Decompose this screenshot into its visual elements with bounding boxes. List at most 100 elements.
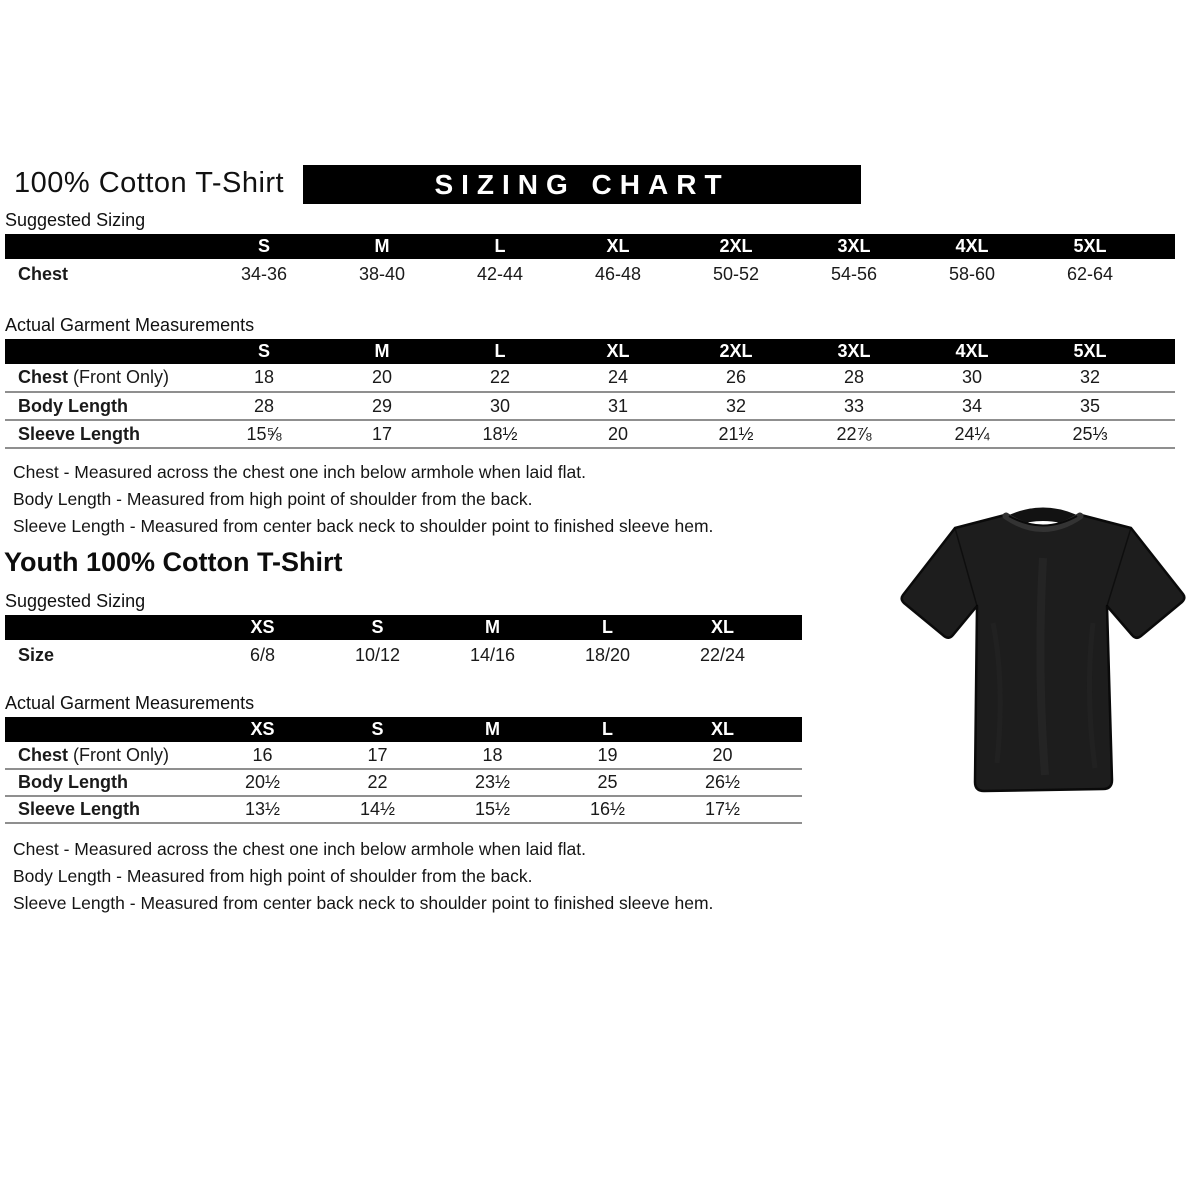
measurement-cell: 21½: [677, 420, 795, 449]
table-header-row: S M L XL 2XL 3XL 4XL 5XL: [5, 234, 1175, 259]
row-filler: [780, 742, 802, 770]
column-header-xl: XL: [559, 339, 677, 364]
measurement-cell: 32: [1031, 364, 1149, 393]
section-label-youth-suggested-sizing: Suggested Sizing: [5, 591, 800, 617]
table-row: Chest 34-36 38-40 42-44 46-48 50-52 54-56 58-60…: [5, 259, 1175, 290]
column-header-2xl: 2XL: [677, 339, 795, 364]
measurement-cell: 22: [441, 364, 559, 393]
measurement-cell: 20½: [205, 769, 320, 797]
measurement-cell: 17: [320, 742, 435, 770]
measurement-cell: 26½: [665, 769, 780, 797]
measurement-cell: 10/12: [354, 645, 401, 665]
row-label: Sleeve Length: [5, 420, 205, 449]
column-header-l: L: [550, 615, 665, 640]
row-label: Chest (Front Only): [5, 742, 205, 770]
row-label: Chest: [18, 264, 69, 284]
measurement-cell: 18: [205, 364, 323, 393]
row-filler: [780, 769, 802, 797]
section-label-adult-suggested-sizing: Suggested Sizing: [5, 210, 1173, 236]
measurement-cell: 22/24: [699, 645, 746, 665]
note-line: Body Length - Measured from high point o…: [13, 489, 533, 509]
column-header-m: M: [435, 615, 550, 640]
row-filler: [780, 640, 802, 671]
tshirt-fold-highlight: [1036, 557, 1049, 776]
note-line: Chest - Measured across the chest one in…: [13, 462, 586, 482]
measurement-cell: 16: [205, 742, 320, 770]
measurement-cell: 34-36: [240, 264, 288, 284]
sizing-chart-banner-label: SIZING CHART: [434, 168, 730, 200]
column-header-xs: XS: [205, 717, 320, 742]
measurement-cell: 19: [550, 742, 665, 770]
table-row: Chest (Front Only) 18 20 22 24 26 28 30 32: [5, 364, 1175, 393]
measurement-cell: 24: [559, 364, 677, 393]
measurement-cell: 20: [559, 420, 677, 449]
measurement-cell: 34: [913, 392, 1031, 421]
measurement-cell: 22: [320, 769, 435, 797]
measurement-cell: 38-40: [358, 264, 406, 284]
measurement-cell: 46-48: [594, 264, 642, 284]
measurement-cell: 30: [913, 364, 1031, 393]
measurement-cell: 25: [550, 769, 665, 797]
youth-actual-measurements-table: XS S M L XL Chest (Front Only) 16 17 18 19 20 Body …: [5, 717, 802, 824]
note-line: Body Length - Measured from high point o…: [13, 866, 533, 886]
table-corner: [5, 717, 205, 742]
measurement-cell: 54-56: [830, 264, 878, 284]
measurement-cell: 50-52: [712, 264, 760, 284]
measurement-cell: 28: [205, 392, 323, 421]
tshirt-collar-inner: [1008, 515, 1078, 527]
row-filler: [1149, 259, 1175, 290]
adult-suggested-sizing-table: S M L XL 2XL 3XL 4XL 5XL Chest 34-36 38-40 42-44 46-…: [5, 234, 1175, 290]
table-corner: [5, 234, 205, 259]
row-filler: [1149, 420, 1175, 449]
header-filler: [780, 615, 802, 640]
row-label: Body Length: [5, 769, 205, 797]
note-line: Sleeve Length - Measured from center bac…: [13, 893, 714, 913]
measurement-cell: 17½: [665, 796, 780, 824]
measurement-cell: 24¼: [913, 420, 1031, 449]
measurement-cell: 6/8: [249, 645, 276, 665]
measurement-cell: 28: [795, 364, 913, 393]
measurement-cell: 35: [1031, 392, 1149, 421]
measurement-cell: 16½: [550, 796, 665, 824]
column-header-m: M: [323, 234, 441, 259]
table-row: Size 6/8 10/12 14/16 18/20 22/24: [5, 640, 802, 671]
column-header-2xl: 2XL: [677, 234, 795, 259]
table-row: Chest (Front Only) 16 17 18 19 20: [5, 742, 802, 770]
table-row: Sleeve Length 13½ 14½ 15½ 16½ 17½: [5, 796, 802, 824]
section-label-youth-actual-measurements: Actual Garment Measurements: [5, 693, 800, 719]
measurement-cell: 23½: [435, 769, 550, 797]
measurement-cell: 25⅓: [1031, 420, 1149, 449]
measurement-cell: 30: [441, 392, 559, 421]
measurement-cell: 42-44: [476, 264, 524, 284]
column-header-s: S: [320, 615, 435, 640]
table-header-row: S M L XL 2XL 3XL 4XL 5XL: [5, 339, 1175, 364]
table-row: Body Length 28 29 30 31 32 33 34 35: [5, 392, 1175, 421]
column-header-m: M: [323, 339, 441, 364]
measurement-cell: 32: [677, 392, 795, 421]
column-header-s: S: [320, 717, 435, 742]
header-filler: [1149, 339, 1175, 364]
youth-measurement-notes: Chest - Measured across the chest one in…: [13, 839, 713, 920]
section-label-adult-actual-measurements: Actual Garment Measurements: [5, 315, 1173, 341]
measurement-cell: 26: [677, 364, 795, 393]
measurement-cell: 31: [559, 392, 677, 421]
column-header-4xl: 4XL: [913, 339, 1031, 364]
column-header-4xl: 4XL: [913, 234, 1031, 259]
column-header-l: L: [441, 339, 559, 364]
column-header-5xl: 5XL: [1031, 234, 1149, 259]
row-filler: [1149, 392, 1175, 421]
measurement-cell: 29: [323, 392, 441, 421]
header-filler: [1149, 234, 1175, 259]
note-line: Sleeve Length - Measured from center bac…: [13, 516, 714, 536]
measurement-cell: 14½: [320, 796, 435, 824]
adult-actual-measurements-table: S M L XL 2XL 3XL 4XL 5XL Chest (Front Only) 18 20 2…: [5, 339, 1175, 449]
column-header-xl: XL: [665, 717, 780, 742]
youth-suggested-sizing-table: XS S M L XL Size 6/8 10/12 14/16 18/20 22/24: [5, 615, 802, 671]
column-header-xs: XS: [205, 615, 320, 640]
measurement-cell: 58-60: [948, 264, 996, 284]
column-header-l: L: [550, 717, 665, 742]
measurement-cell: 33: [795, 392, 913, 421]
table-header-row: XS S M L XL: [5, 615, 802, 640]
column-header-m: M: [435, 717, 550, 742]
